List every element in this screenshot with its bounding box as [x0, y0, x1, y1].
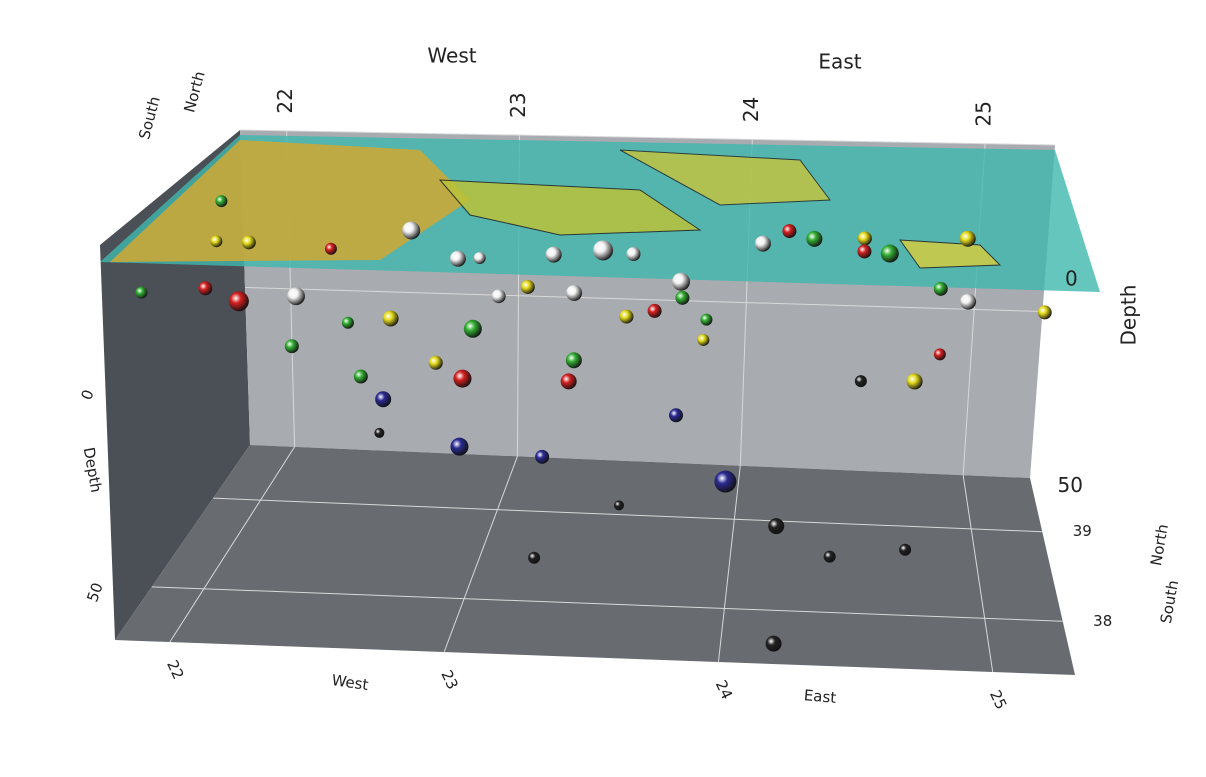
land — [619, 149, 831, 206]
x-tick-label: 25 — [986, 687, 1010, 712]
point — [453, 369, 472, 388]
x-axis-label: East — [818, 50, 861, 74]
x-axis-label: East — [803, 686, 837, 707]
point — [669, 408, 684, 423]
point — [463, 319, 482, 338]
x-tick-label: 23 — [437, 667, 461, 692]
point — [428, 355, 443, 370]
point — [613, 500, 624, 511]
point — [823, 550, 836, 563]
point — [880, 244, 899, 263]
land — [898, 239, 1002, 269]
lat-axis-label: North — [180, 69, 208, 114]
x-axis-label: West — [331, 671, 370, 694]
point — [382, 310, 399, 327]
point — [450, 437, 469, 456]
point — [765, 635, 782, 652]
point — [535, 449, 550, 464]
point — [284, 339, 299, 354]
point — [324, 242, 337, 255]
point — [449, 250, 466, 267]
point — [375, 391, 392, 408]
point — [933, 348, 946, 361]
lat-axis-label: South — [1157, 579, 1182, 625]
depth-tick-label: 0 — [1065, 267, 1078, 291]
grid-line — [717, 465, 741, 663]
grid-line — [443, 456, 518, 653]
grid-line — [169, 446, 295, 643]
lat-axis-label: South — [135, 94, 164, 141]
point — [473, 251, 486, 264]
point — [768, 518, 785, 535]
x-tick-label: 22 — [273, 88, 297, 113]
point — [228, 291, 249, 312]
point — [697, 333, 710, 346]
point — [528, 551, 541, 564]
point — [215, 195, 228, 208]
point — [700, 313, 713, 326]
point — [854, 375, 867, 388]
lat-tick-label: 38 — [1093, 612, 1112, 630]
point — [960, 293, 977, 310]
point — [402, 221, 421, 240]
point — [619, 309, 634, 324]
lat-tick-label: 39 — [1073, 522, 1092, 540]
grid-line — [244, 287, 1043, 312]
floor — [115, 445, 1075, 675]
grid-line — [962, 475, 994, 673]
point — [959, 230, 976, 247]
grid-line — [213, 497, 1043, 533]
depth-tick-label: 0 — [77, 387, 97, 402]
point — [566, 284, 583, 301]
point — [857, 231, 872, 246]
point — [672, 272, 691, 291]
point — [353, 369, 368, 384]
depth-axis-label: Depth — [1117, 285, 1141, 346]
x-tick-label: 25 — [972, 101, 996, 126]
depth-tick-label: 50 — [1058, 473, 1083, 497]
point — [933, 281, 948, 296]
point — [241, 235, 256, 250]
x-axis-label: West — [427, 44, 476, 68]
point — [857, 244, 872, 259]
x-tick-label: 24 — [739, 97, 763, 122]
x-tick-label: 22 — [163, 657, 187, 682]
point — [560, 373, 577, 390]
point — [491, 289, 506, 304]
x-tick-label: 23 — [506, 92, 530, 117]
point — [647, 303, 662, 318]
point — [626, 247, 641, 262]
point — [754, 235, 771, 252]
point — [565, 352, 582, 369]
grid-line — [239, 129, 1056, 146]
point — [593, 240, 614, 261]
point — [135, 286, 148, 299]
lat-axis-label: North — [1147, 523, 1172, 567]
point — [210, 235, 223, 248]
point — [520, 279, 535, 294]
x-tick-label: 24 — [712, 677, 736, 702]
point — [806, 230, 823, 247]
land — [438, 179, 702, 236]
depth-axis-label: Depth — [80, 446, 106, 494]
point — [906, 373, 923, 390]
point — [714, 470, 737, 493]
point — [675, 290, 690, 305]
land — [110, 140, 470, 262]
point — [341, 316, 354, 329]
grid-line — [151, 586, 1063, 622]
point — [198, 281, 213, 296]
point — [782, 224, 797, 239]
depth-tick-label: 50 — [83, 580, 106, 604]
point — [286, 287, 305, 306]
point — [374, 427, 385, 438]
point — [899, 543, 912, 556]
point — [1037, 305, 1052, 320]
point — [545, 246, 562, 263]
